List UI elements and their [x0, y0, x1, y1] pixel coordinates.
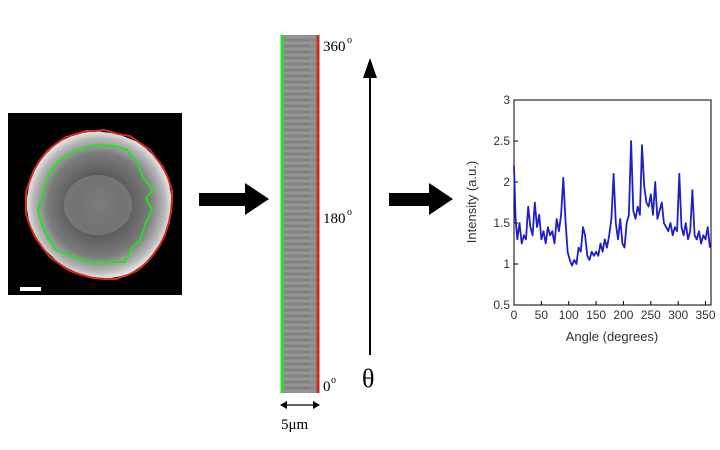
inner-contour — [36, 143, 155, 263]
theta-arrow — [363, 58, 377, 355]
x-tick-label: 300 — [668, 308, 688, 322]
kymograph-strip — [281, 35, 318, 393]
cell-nucleus — [64, 175, 132, 235]
width-label: 5μm — [281, 417, 309, 433]
x-tick-label: 50 — [535, 308, 549, 322]
x-tick-label: 150 — [586, 308, 606, 322]
x-tick-label: 350 — [696, 308, 716, 322]
y-tick-label: 1.5 — [493, 216, 510, 230]
label-0: 0 — [323, 379, 331, 395]
intensity-series-line — [513, 140, 711, 267]
chart-y-axis-title: Intensity (a.u.) — [464, 161, 479, 243]
x-tick-label: 100 — [559, 308, 579, 322]
width-arrow — [280, 401, 320, 409]
x-tick-label: 200 — [613, 308, 633, 322]
outer-contour — [25, 128, 173, 280]
label-360: 360 — [323, 39, 346, 55]
y-tick-label: 0.5 — [493, 298, 510, 312]
label-180: 180 — [323, 211, 346, 227]
chart-ticks: 0 50 100 150 200 250 300 350 0.5 1 1.5 2 2.5 3 — [493, 93, 716, 322]
x-tick-label: 250 — [641, 308, 661, 322]
kymograph-panel: 360 o 180 o 0 o 5μm — [280, 35, 352, 433]
theta-symbol: θ — [362, 364, 374, 393]
y-tick-label: 3 — [503, 93, 510, 107]
label-180-degree: o — [347, 207, 352, 218]
y-tick-label: 2.5 — [493, 134, 510, 148]
intensity-chart: 0 50 100 150 200 250 300 350 0.5 1 1.5 2 2.5 3 Angle … — [464, 93, 716, 344]
chart-x-axis-title: Angle (degrees) — [566, 329, 659, 344]
arrow-right-1 — [199, 183, 269, 215]
y-tick-label: 2 — [503, 175, 510, 189]
label-360-degree: o — [347, 35, 352, 46]
x-tick-label: 0 — [511, 308, 518, 322]
y-tick-label: 1 — [503, 257, 510, 271]
label-0-degree: o — [331, 375, 336, 386]
scale-bar — [20, 287, 41, 291]
chart-line-group — [513, 140, 711, 267]
arrow-right-2 — [389, 183, 453, 215]
cell-image-panel — [8, 113, 182, 295]
